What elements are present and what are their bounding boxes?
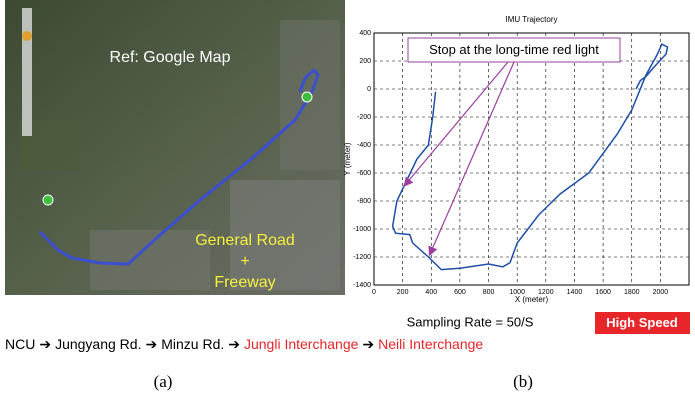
plot-area: [374, 33, 689, 285]
y-tick-label: 400: [359, 30, 371, 37]
pegman[interactable]: [22, 31, 32, 41]
route-stop: Minzu Rd.: [161, 336, 224, 352]
x-tick-label: 200: [397, 289, 409, 296]
x-tick-label: 1800: [624, 289, 640, 296]
chart-title: IMU Trajectory: [505, 15, 557, 24]
route-arrow: ➔: [362, 336, 374, 352]
map: Ref: Google Map General Road + Freeway: [5, 0, 345, 295]
annotation: Stop at the long-time red light: [429, 42, 599, 57]
x-axis-label: X (meter): [515, 295, 549, 304]
x-tick-label: 1400: [567, 289, 583, 296]
y-tick-label: 0: [367, 86, 371, 93]
x-tick-label: 0: [372, 289, 376, 296]
end-pin: [302, 92, 312, 102]
x-tick-label: 800: [483, 289, 495, 296]
y-tick-label: -200: [357, 114, 371, 121]
road-label: Freeway: [214, 274, 275, 291]
map-patch: [90, 230, 210, 290]
map-title: Ref: Google Map: [110, 49, 231, 66]
route-arrow: ➔: [145, 336, 157, 352]
x-tick-label: 1600: [595, 289, 611, 296]
start-pin: [43, 195, 53, 205]
y-tick-label: -1000: [353, 226, 371, 233]
panel-label: (a): [154, 372, 173, 391]
panel-label: (b): [513, 372, 533, 391]
road-label: General Road: [195, 232, 295, 249]
route-stop: NCU: [5, 336, 35, 352]
page: Ref: Google Map General Road + Freeway I…: [0, 0, 695, 406]
zoom-control[interactable]: [22, 8, 32, 136]
sampling-rate: Sampling Rate = 50/S: [407, 314, 534, 329]
y-tick-label: -800: [357, 198, 371, 205]
x-tick-label: 600: [454, 289, 466, 296]
route-stop: Neili Interchange: [378, 336, 483, 352]
badge: High Speed: [606, 315, 678, 330]
road-label: +: [240, 253, 249, 270]
y-tick-label: -600: [357, 170, 371, 177]
figure: Ref: Google Map General Road + Freeway I…: [0, 0, 695, 401]
route-text: NCU➔Jungyang Rd.➔Minzu Rd.➔Jungli Interc…: [5, 336, 483, 352]
route-arrow: ➔: [228, 336, 240, 352]
x-tick-label: 1000: [509, 289, 525, 296]
route-arrow: ➔: [39, 336, 51, 352]
y-axis-label: Y (meter): [343, 142, 352, 176]
x-tick-label: 1200: [538, 289, 554, 296]
x-tick-label: 400: [425, 289, 437, 296]
y-tick-label: -1400: [353, 282, 371, 289]
x-tick-label: 2000: [653, 289, 669, 296]
y-tick-label: -1200: [353, 254, 371, 261]
chart: IMU Trajectory X (meter) Y (meter) -1400 -12…: [343, 15, 689, 304]
y-tick-label: -400: [357, 142, 371, 149]
y-tick-label: 200: [359, 58, 371, 65]
route-stop: Jungli Interchange: [244, 336, 359, 352]
route-stop: Jungyang Rd.: [55, 336, 141, 352]
